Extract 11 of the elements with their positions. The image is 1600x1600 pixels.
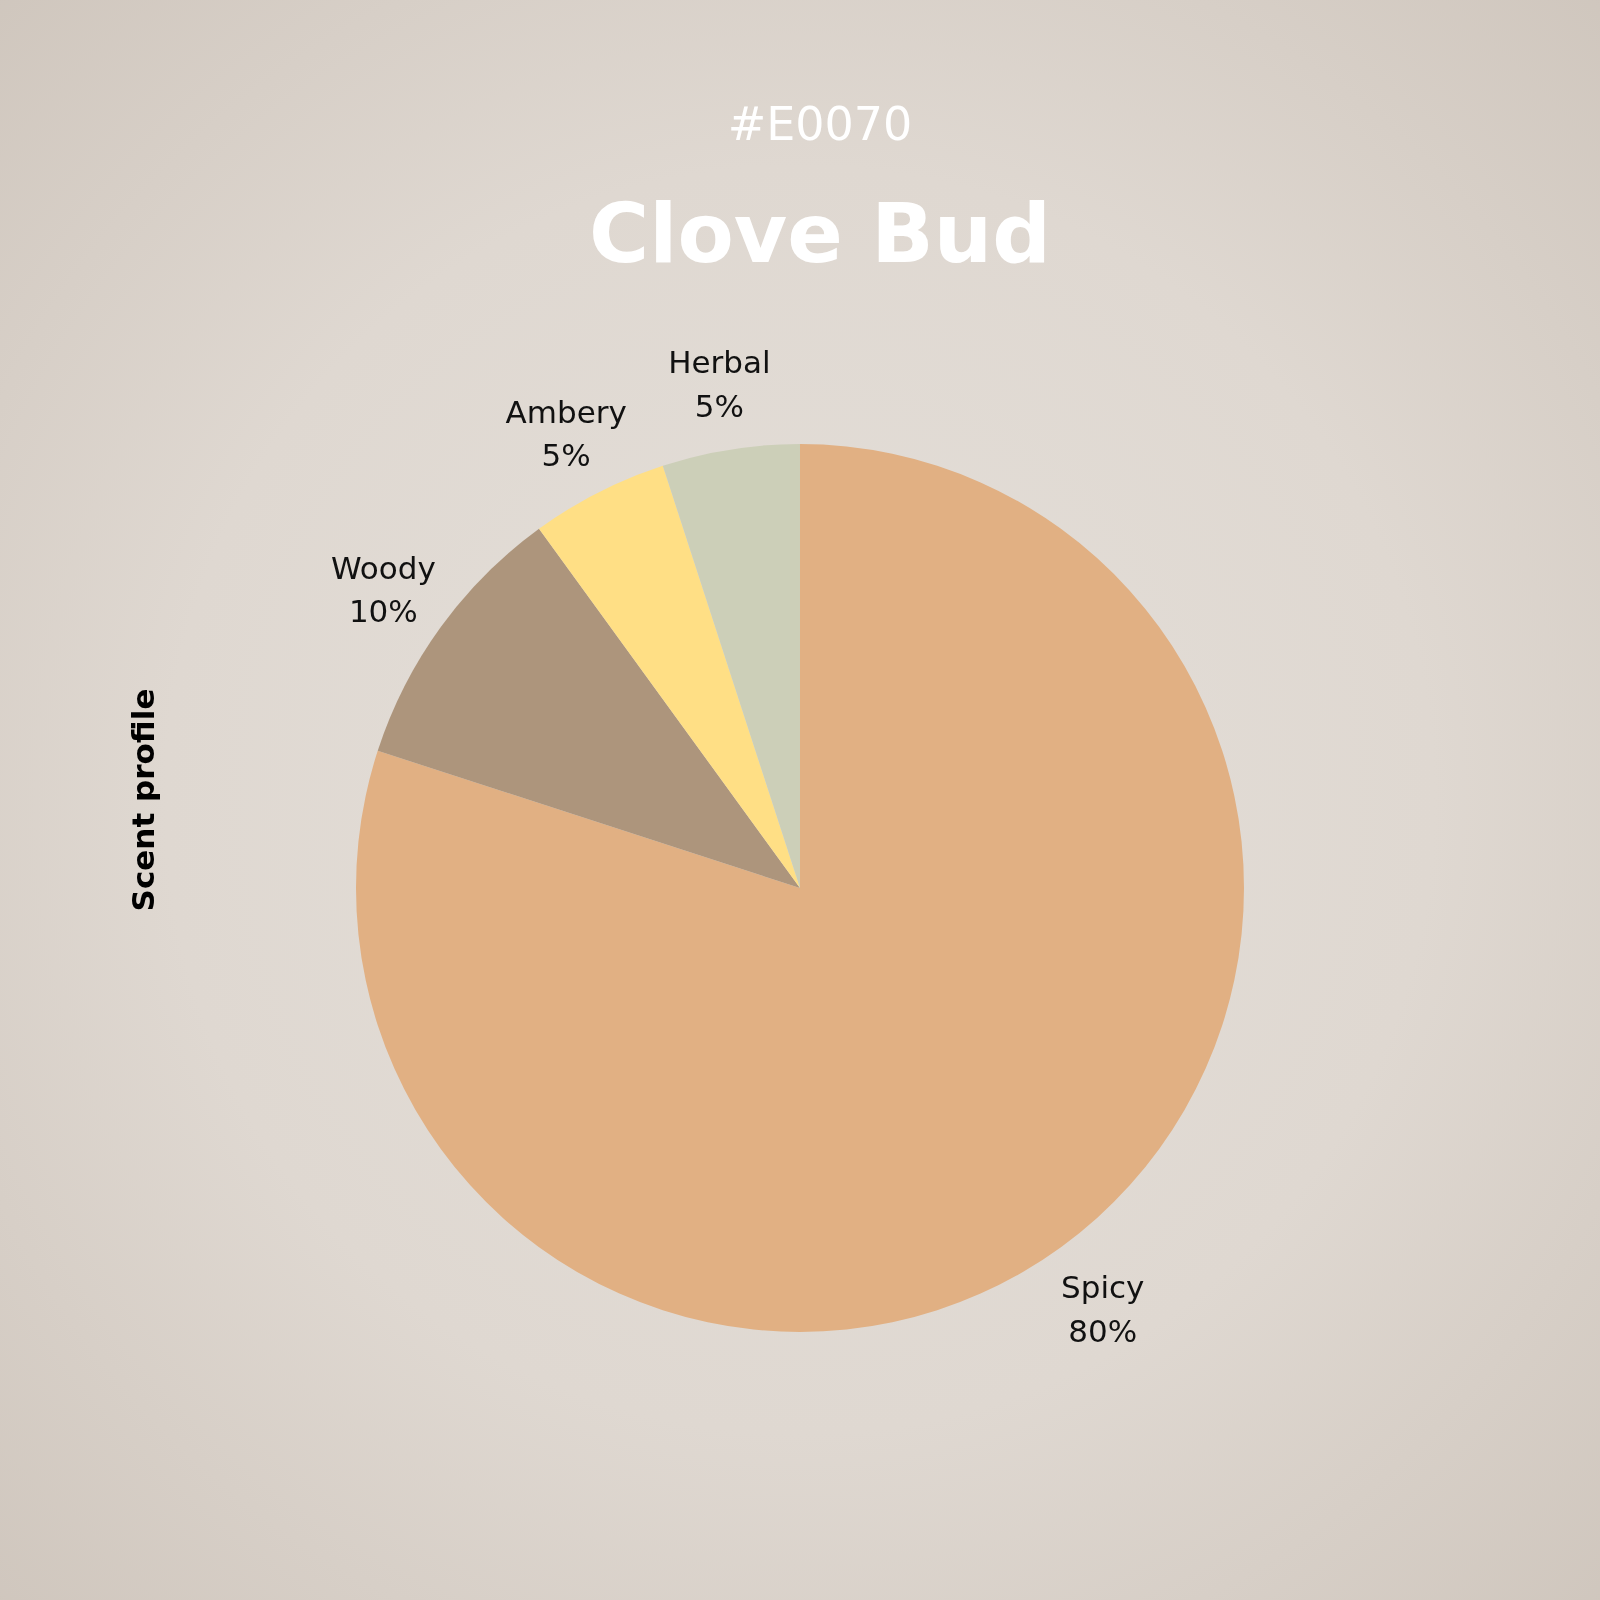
pie-slice	[539, 465, 800, 888]
text: Scent profile	[125, 688, 161, 912]
data-label: 5%	[541, 437, 591, 474]
slice-label: Spicy	[1061, 1269, 1145, 1306]
data-label: 10%	[348, 593, 418, 630]
pie-slice	[662, 444, 800, 888]
data-label: 80%	[1068, 1312, 1138, 1349]
slice-label: Herbal	[668, 344, 771, 381]
slice-label: Woody	[330, 550, 436, 587]
slice-label: Ambery	[505, 393, 627, 430]
data-label: 5%	[694, 387, 745, 424]
